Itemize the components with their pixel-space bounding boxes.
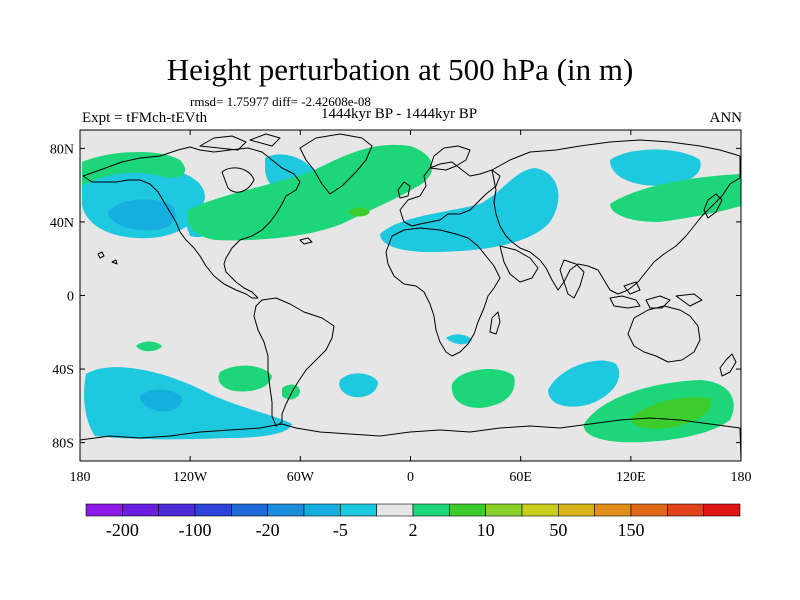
coastline-hudson-bay bbox=[221, 167, 255, 193]
colorbar-swatch bbox=[449, 503, 486, 517]
coastlines bbox=[80, 133, 741, 461]
anomaly-region bbox=[136, 341, 162, 352]
latitude-axis: 80N 40N 0 40S 80S bbox=[50, 142, 741, 452]
anomaly-region bbox=[451, 369, 515, 408]
chart-title: Height perturbation at 500 hPa (in m) bbox=[166, 52, 634, 87]
anomaly-region bbox=[339, 373, 378, 398]
coastline-arabia bbox=[499, 245, 539, 283]
anomaly-region bbox=[348, 207, 370, 217]
colorbar-swatch bbox=[194, 503, 232, 517]
anomaly-region bbox=[84, 367, 292, 440]
anomaly-region bbox=[187, 144, 433, 241]
season-label: ANN bbox=[709, 110, 743, 126]
colorbar-swatch bbox=[376, 503, 414, 517]
colorbar-label: -100 bbox=[179, 520, 212, 540]
coastline-islands bbox=[97, 237, 313, 265]
colorbar-swatch bbox=[558, 503, 595, 517]
colorbar-swatch bbox=[630, 503, 668, 517]
lon-tick-label: 180 bbox=[731, 470, 752, 485]
lat-tick-label: 80N bbox=[50, 142, 74, 157]
coastline-asia bbox=[491, 139, 741, 295]
coastline-europe bbox=[399, 161, 501, 227]
anomaly-region bbox=[446, 334, 472, 345]
colorbar-label: 2 bbox=[409, 520, 418, 540]
stats-label: rmsd= 1.75977 diff= -2.42608e-08 bbox=[190, 94, 371, 109]
colorbar-swatch bbox=[303, 503, 341, 517]
lon-tick-label: 120W bbox=[173, 470, 208, 485]
coastline-madagascar bbox=[489, 311, 501, 335]
lat-tick-label: 40N bbox=[50, 216, 74, 231]
coastline-japan bbox=[703, 193, 723, 219]
colorbar: -200 -100 -20 -5 2 10 50 150 bbox=[85, 503, 741, 540]
anomaly-fields bbox=[82, 144, 741, 443]
colorbar-swatch bbox=[267, 503, 305, 517]
lon-tick-label: 60E bbox=[509, 470, 532, 485]
experiment-label: Expt = tFMch-tEVth bbox=[82, 110, 208, 126]
lon-tick-label: 60W bbox=[287, 470, 315, 485]
colorbar-swatch bbox=[340, 503, 377, 517]
colorbar-label: -200 bbox=[106, 520, 139, 540]
lat-tick-label: 40S bbox=[52, 363, 74, 378]
anomaly-region bbox=[630, 397, 712, 429]
anomaly-region bbox=[282, 384, 300, 400]
colorbar-label: 50 bbox=[549, 520, 567, 540]
anomaly-region bbox=[610, 149, 701, 186]
coastline-australia bbox=[627, 305, 701, 363]
coastline-greenland bbox=[299, 133, 373, 195]
lon-tick-label: 0 bbox=[407, 470, 414, 485]
colorbar-swatch bbox=[485, 503, 523, 517]
lat-tick-label: 80S bbox=[52, 437, 74, 452]
coastline-british-isles bbox=[397, 181, 411, 199]
coastline-north-america bbox=[82, 146, 301, 299]
anomaly-region bbox=[82, 151, 186, 186]
colorbar-label: -5 bbox=[333, 520, 348, 540]
anomaly-region bbox=[140, 389, 182, 412]
lat-tick-label: 0 bbox=[67, 290, 74, 305]
colorbar-swatch bbox=[231, 503, 268, 517]
colorbar-swatch bbox=[521, 503, 559, 517]
colorbar-label: 10 bbox=[477, 520, 495, 540]
colorbar-swatch bbox=[412, 503, 450, 517]
anomaly-region bbox=[218, 365, 272, 392]
coastline-arctic-islands bbox=[199, 133, 281, 151]
coastline-india bbox=[559, 259, 585, 299]
lon-tick-label: 180 bbox=[70, 470, 91, 485]
colorbar-swatch bbox=[122, 503, 159, 517]
coastline-antarctica bbox=[80, 417, 741, 461]
colorbar-swatch bbox=[703, 503, 741, 517]
coastline-africa bbox=[385, 227, 501, 357]
longitude-axis: 180 120W 60W 0 60E 120E 180 bbox=[70, 130, 752, 485]
lon-tick-label: 120E bbox=[616, 470, 646, 485]
colorbar-swatch bbox=[594, 503, 632, 517]
coastline-new-zealand bbox=[719, 353, 737, 377]
colorbar-swatch bbox=[667, 503, 704, 517]
period-label: 1444kyr BP - 1444kyr BP bbox=[321, 106, 478, 122]
coastline-indonesia bbox=[609, 281, 703, 309]
map-area bbox=[79, 129, 742, 462]
coastline-scandinavia bbox=[429, 145, 471, 171]
anomaly-region bbox=[548, 360, 620, 407]
colorbar-swatch bbox=[158, 503, 196, 517]
colorbar-label: 150 bbox=[618, 520, 645, 540]
colorbar-swatch bbox=[85, 503, 123, 517]
anomaly-region bbox=[108, 199, 176, 231]
coastline-south-america bbox=[253, 297, 335, 427]
colorbar-label: -20 bbox=[256, 520, 280, 540]
